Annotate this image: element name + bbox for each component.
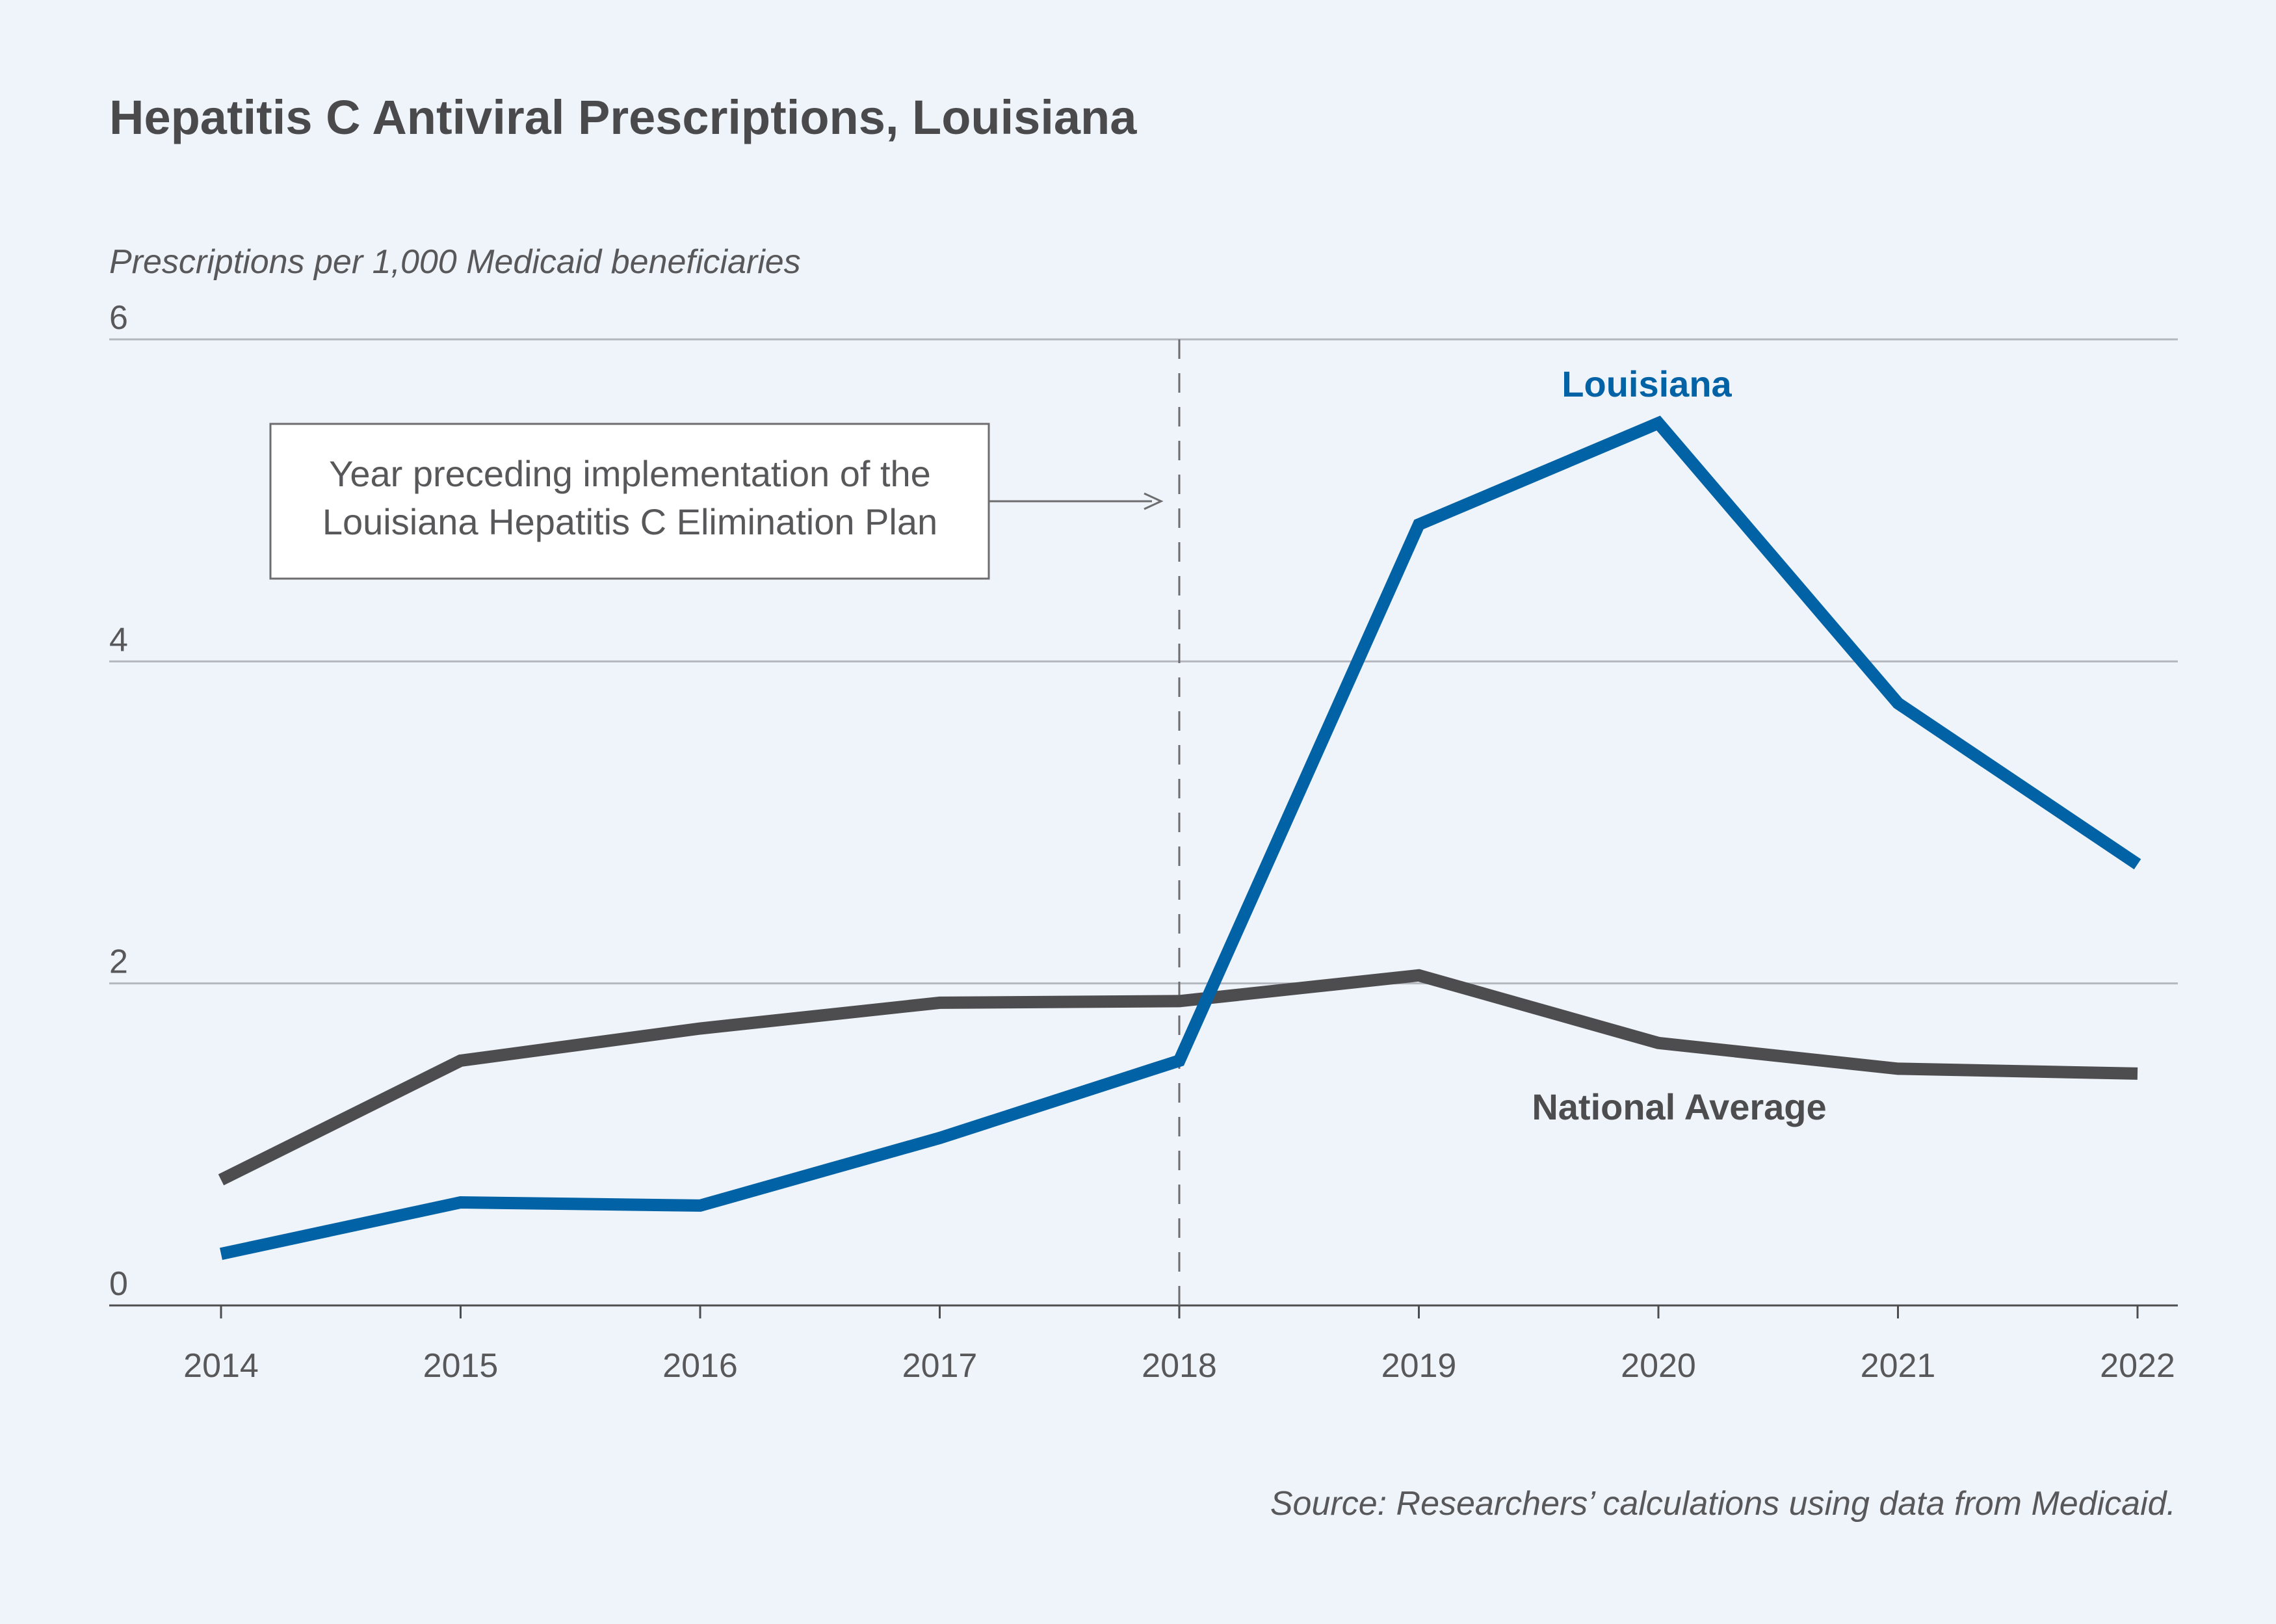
series-line-national-average (218, 969, 2138, 1186)
x-tick-label-2016: 2016 (662, 1347, 738, 1385)
annotation-line-2: Louisiana Hepatitis C Elimination Plan (322, 501, 937, 542)
annotation-arrow-head (1144, 492, 1164, 510)
y-tick-label-4: 4 (109, 621, 128, 659)
series-group (218, 415, 2141, 1260)
x-tick-label-2022: 2022 (2100, 1347, 2175, 1385)
x-tick-label-2015: 2015 (423, 1347, 499, 1385)
annotation-line-1: Year preceding implementation of the (329, 453, 931, 494)
y-tick-label-2: 2 (109, 943, 128, 981)
x-tick-label-2017: 2017 (902, 1347, 978, 1385)
series-label-national-average: National Average (1532, 1086, 1826, 1127)
x-tick-label-2019: 2019 (1381, 1347, 1457, 1385)
gridlines: 0 2 4 6 (109, 299, 2178, 1303)
x-tick-label-2018: 2018 (1142, 1347, 1217, 1385)
x-tick-label-2020: 2020 (1621, 1347, 1696, 1385)
annotation-group: Year preceding implementation of the Lou… (269, 423, 1164, 580)
series-labels: Louisiana National Average (1532, 363, 1826, 1127)
x-tick-label-2021: 2021 (1861, 1347, 1936, 1385)
series-line-louisiana (220, 415, 2141, 1260)
series-label-louisiana: Louisiana (1562, 363, 1732, 404)
source-note: Source: Researchers’ calculations using … (1270, 1485, 2176, 1523)
chart-title: Hepatitis C Antiviral Prescriptions, Lou… (109, 90, 1137, 144)
y-tick-label-6: 6 (109, 299, 128, 337)
x-tick-label-2014: 2014 (183, 1347, 259, 1385)
y-tick-label-0: 0 (109, 1265, 128, 1303)
y-axis-label: Prescriptions per 1,000 Medicaid benefic… (109, 243, 801, 281)
x-axis: 2014 2015 2016 2017 2018 2019 2020 2021 2022 (109, 1304, 2178, 1385)
